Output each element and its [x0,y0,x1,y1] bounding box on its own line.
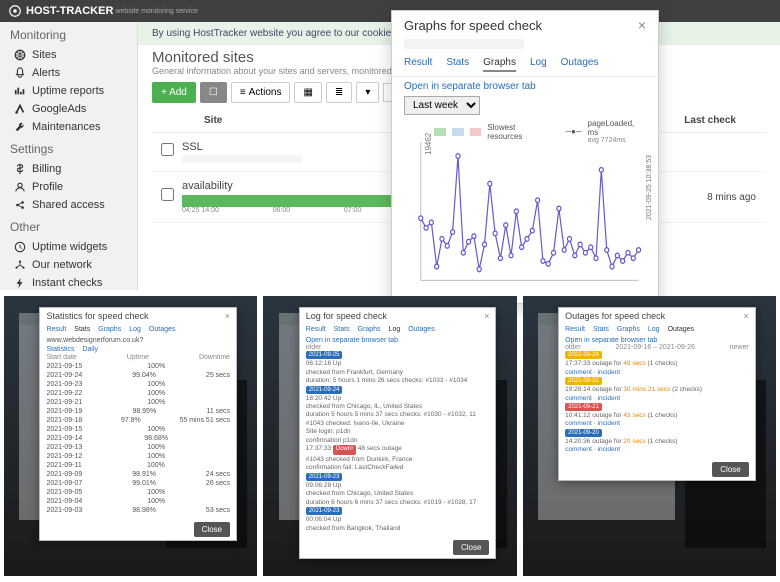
sidebar-item-label: Our network [32,259,92,271]
sidebar-item-label: Uptime reports [32,85,104,97]
sidebar: Monitoring Sites Alerts Uptime reports Googl… [0,22,138,290]
tab-graphs[interactable]: Graphs [98,326,121,333]
modal-title: Graphs for speed check [404,18,542,33]
close-icon[interactable]: × [743,311,748,321]
add-button[interactable]: + Add [152,82,196,103]
filter-button[interactable]: ▾ [356,82,379,103]
sidebar-item-label: GoogleAds [32,103,86,115]
tab-log[interactable]: Log [389,326,401,333]
tab-log[interactable]: Log [530,57,547,72]
bell-icon [14,67,26,79]
network-icon [14,259,26,271]
bars-icon [14,85,26,97]
sidebar-item-label: Alerts [32,67,60,79]
sidebar-item-label: Sites [32,49,56,61]
brand-logo: HOST-TRACKER [8,4,113,18]
brand-tagline: website monitoring service [115,8,197,15]
close-button[interactable]: Close [194,522,230,537]
sidebar-item-alerts[interactable]: Alerts [0,64,137,82]
th-last: Last check [666,115,766,126]
sidebar-item-label: Uptime widgets [32,241,107,253]
close-icon[interactable]: × [484,311,489,321]
thumbnail: Outages for speed check × Result Stats Graph… [523,296,776,576]
sidebar-item-instant-checks[interactable]: Instant checks [0,274,137,292]
grid-view-button[interactable]: ▦ [294,82,321,103]
tab-outages[interactable]: Outages [408,326,434,333]
sidebar-group: Monitoring [0,22,137,46]
sidebar-item-maintenances[interactable]: Maintenances [0,118,137,136]
bolt-icon [14,277,26,289]
thumb-title: Statistics for speed check [46,311,148,321]
thumb-title: Outages for speed check [565,311,665,321]
list-view-button[interactable]: ≣ [326,82,352,103]
tab-log[interactable]: Log [129,326,141,333]
row-checkbox[interactable] [161,188,174,201]
thumb-modal: Statistics for speed check × Result Stats Gr… [39,307,237,541]
globe-icon [14,49,26,61]
range-select[interactable]: Last week [404,96,480,115]
sidebar-item-label: Profile [32,181,63,193]
tab-graphs[interactable]: Graphs [617,326,640,333]
thumbnail: Statistics for speed check × Result Stats Gr… [4,296,257,576]
sidebar-item-billing[interactable]: Billing [0,160,137,178]
tab-log[interactable]: Log [648,326,660,333]
close-button[interactable]: Close [453,540,489,555]
share-icon [14,199,26,211]
sidebar-group: Settings [0,136,137,160]
sidebar-item-our-network[interactable]: Our network [0,256,137,274]
tab-stats[interactable]: Stats [74,326,90,333]
sidebar-item-label: Instant checks [32,277,102,289]
legend-swatch [452,128,464,136]
tab-graphs[interactable]: Graphs [483,57,516,72]
legend-swatch [470,128,482,136]
sidebar-item-uptime-reports[interactable]: Uptime reports [0,82,137,100]
sidebar-item-sites[interactable]: Sites [0,46,137,64]
sidebar-item-label: Maintenances [32,121,101,133]
sidebar-group: Other [0,214,137,238]
sidebar-item-googleads[interactable]: GoogleAds [0,100,137,118]
tab-result[interactable]: Result [404,57,432,72]
tab-graphs[interactable]: Graphs [358,326,381,333]
tab-result[interactable]: Result [306,326,326,333]
dollar-icon [14,163,26,175]
sidebar-item-profile[interactable]: Profile [0,178,137,196]
open-tab-link[interactable]: Open in separate browser tab [404,81,646,92]
tab-outages[interactable]: Outages [668,326,694,333]
close-icon[interactable]: × [638,17,646,33]
wrench-icon [14,121,26,133]
sidebar-item-label: Shared access [32,199,105,211]
tab-result[interactable]: Result [46,326,66,333]
user-icon [14,181,26,193]
tab-outages[interactable]: Outages [561,57,599,72]
select-all-button[interactable]: ☐ [200,82,227,103]
sidebar-item-uptime-widgets[interactable]: Uptime widgets [0,238,137,256]
graphs-modal: Graphs for speed check × Result Stats Gr… [391,10,659,304]
legend-swatch [434,128,446,136]
close-button[interactable]: Close [712,462,748,477]
thumb-modal: Log for speed check × Result Stats Graphs Log… [299,307,497,559]
gads-icon [14,103,26,115]
thumbnail: Log for speed check × Result Stats Graphs Log… [263,296,516,576]
row-checkbox[interactable] [161,143,174,156]
tab-stats[interactable]: Stats [446,57,469,72]
tab-stats[interactable]: Stats [593,326,609,333]
thumb-modal: Outages for speed check × Result Stats Graph… [558,307,756,481]
tab-stats[interactable]: Stats [334,326,350,333]
clock-icon [14,241,26,253]
sidebar-item-shared-access[interactable]: Shared access [0,196,137,214]
close-icon[interactable]: × [225,311,230,321]
sidebar-item-label: Billing [32,163,61,175]
speed-chart: Slowest resources ─●─ pageLoaded, ms avg… [404,121,646,291]
actions-button[interactable]: ≡ Actions [231,82,291,103]
tab-result[interactable]: Result [565,326,585,333]
thumb-title: Log for speed check [306,311,387,321]
tab-outages[interactable]: Outages [149,326,175,333]
modal-tabs: Result Stats Graphs Log Outages [392,53,658,77]
